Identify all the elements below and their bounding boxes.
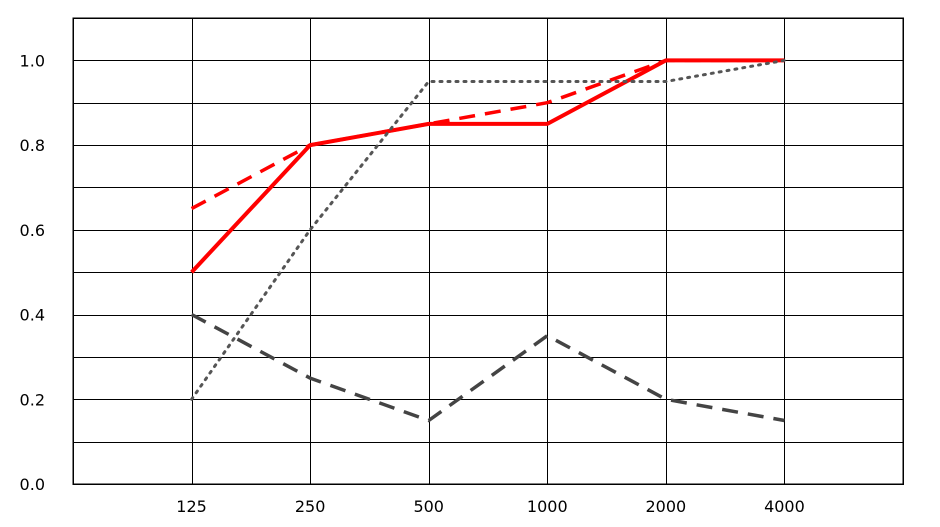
x-tick-label: 250 bbox=[295, 497, 326, 516]
y-tick-label: 0.2 bbox=[20, 390, 45, 409]
x-tick-label: 500 bbox=[413, 497, 444, 516]
plot-frame bbox=[72, 17, 904, 485]
series-lines bbox=[190, 58, 786, 423]
y-tick-label: 1.0 bbox=[20, 51, 45, 70]
y-tick-label: 0.6 bbox=[20, 221, 45, 240]
series-line-1 bbox=[190, 58, 785, 274]
x-tick-label: 1000 bbox=[527, 497, 568, 516]
y-tick-label: 0.8 bbox=[20, 136, 45, 155]
series-line-3 bbox=[190, 58, 786, 401]
y-tick-label: 0.4 bbox=[20, 306, 45, 325]
x-tick-label: 2000 bbox=[645, 497, 686, 516]
x-tick-label: 125 bbox=[176, 497, 207, 516]
x-tick-label: 4000 bbox=[764, 497, 805, 516]
x-axis-ticks: 125 250 500 1000 2000 4000 bbox=[176, 497, 804, 516]
y-tick-label: 0.0 bbox=[20, 475, 45, 494]
grid bbox=[73, 18, 903, 484]
series-line-2 bbox=[190, 58, 785, 211]
series-line-4 bbox=[190, 312, 785, 423]
y-axis-ticks: 0.0 0.2 0.4 0.6 0.8 1.0 bbox=[20, 51, 45, 494]
